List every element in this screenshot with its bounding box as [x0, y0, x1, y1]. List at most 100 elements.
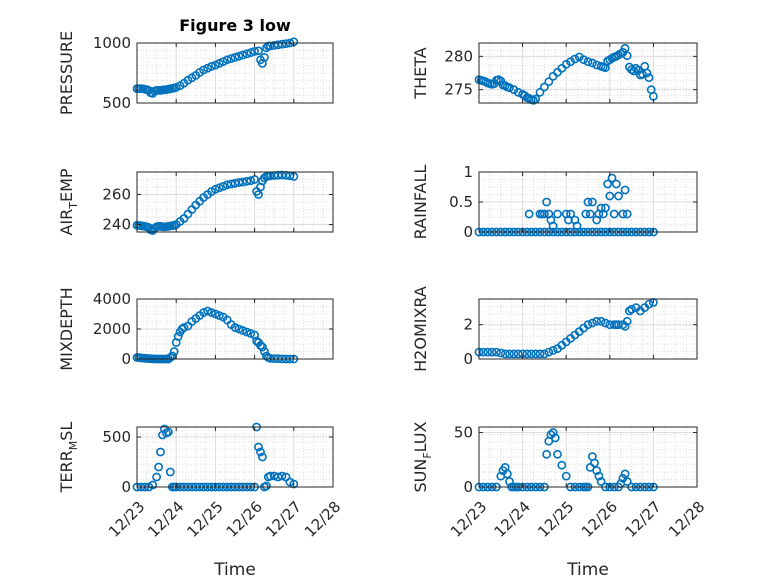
panel-theta: 275 280 THETA — [411, 42, 698, 105]
data-point — [238, 177, 248, 187]
x-tick-label: 12/27 — [621, 498, 664, 541]
data-point — [642, 68, 652, 78]
data-point — [590, 458, 599, 468]
data-point — [210, 309, 220, 319]
data-point — [588, 58, 597, 68]
data-point — [487, 347, 497, 357]
x-tick-label: 12/27 — [262, 498, 305, 541]
data-point — [152, 472, 161, 482]
y-tick-label: 240 — [102, 216, 131, 234]
data-point — [557, 460, 567, 470]
y-label-part: LUX — [411, 421, 430, 452]
data-point — [254, 46, 263, 56]
data-point — [544, 347, 554, 357]
y-label-part: EMP — [57, 168, 76, 202]
data-point — [148, 480, 158, 490]
data-point — [566, 209, 575, 219]
data-point — [638, 69, 647, 79]
data-point — [505, 477, 514, 486]
data-point — [581, 209, 591, 219]
data-point — [261, 481, 271, 491]
y-tick-label: 275 — [444, 81, 473, 99]
x-tick-label: 12/25 — [534, 498, 577, 541]
data-point — [246, 176, 256, 186]
data-point — [505, 83, 514, 93]
x-tick-label: 12/25 — [183, 498, 226, 541]
data-point — [609, 209, 619, 219]
x-axis-label: Time — [213, 560, 256, 580]
y-axis-label: THETA — [411, 47, 430, 99]
data-point — [526, 349, 536, 359]
y-tick-label: 0 — [121, 478, 131, 496]
data-point — [583, 57, 593, 67]
y-axis-label: AIRTEMP — [57, 168, 80, 235]
data-point — [254, 442, 263, 452]
data-point — [583, 320, 593, 330]
data-point — [540, 349, 549, 359]
data-point — [553, 449, 562, 459]
data-point — [572, 221, 582, 231]
data-point — [596, 316, 606, 326]
data-point — [548, 428, 558, 437]
data-point — [259, 53, 269, 62]
data-point — [496, 348, 506, 358]
data-point — [540, 209, 549, 219]
data-point — [207, 62, 216, 71]
data-point — [540, 82, 549, 92]
y-label-part: SL — [57, 422, 76, 441]
data-point — [542, 197, 551, 207]
data-point — [605, 191, 615, 201]
data-point — [622, 51, 632, 61]
data-point — [644, 299, 654, 309]
data-point — [478, 347, 488, 357]
data-point — [620, 321, 630, 331]
y-axis-label: TERRMSL — [57, 422, 80, 494]
data-point — [627, 304, 636, 314]
y-label-subscript: T — [67, 202, 80, 210]
data-point — [226, 54, 236, 63]
data-point — [500, 349, 510, 359]
y-tick-label: 0 — [121, 350, 131, 368]
data-point — [583, 197, 593, 207]
y-tick-label: 2 — [463, 316, 473, 334]
data-point — [257, 342, 267, 352]
chart-title: Figure 3 low — [179, 16, 291, 35]
data-point — [520, 91, 530, 101]
y-tick-label: 0 — [463, 350, 473, 368]
data-point — [238, 50, 248, 60]
data-point — [548, 345, 558, 355]
data-point — [234, 178, 244, 187]
y-tick-label: 1 — [463, 163, 473, 181]
data-point — [596, 477, 606, 486]
data-point — [273, 40, 283, 50]
data-point — [230, 323, 240, 332]
data-point — [513, 349, 523, 359]
data-point — [250, 47, 259, 56]
data-point — [644, 73, 654, 83]
data-point — [535, 349, 545, 359]
data-point — [553, 209, 562, 219]
data-point — [588, 197, 597, 207]
data-point — [277, 39, 287, 49]
data-point — [234, 51, 244, 61]
data-point — [165, 353, 175, 362]
data-point — [622, 316, 632, 326]
axes-box — [136, 171, 334, 233]
axes-box — [478, 298, 698, 360]
data-point — [592, 316, 602, 326]
data-point — [207, 308, 216, 317]
data-point — [620, 185, 630, 195]
data-point — [513, 87, 523, 97]
data-point — [259, 347, 269, 356]
data-point — [281, 39, 291, 48]
data-point — [222, 180, 232, 190]
data-point — [222, 55, 232, 65]
axes-box — [136, 42, 334, 104]
y-tick-label: 1000 — [93, 34, 131, 52]
y-tick-label: 500 — [102, 428, 131, 446]
data-point — [550, 433, 560, 443]
data-point — [214, 183, 224, 193]
y-axis-label: PRESSURE — [57, 31, 76, 115]
